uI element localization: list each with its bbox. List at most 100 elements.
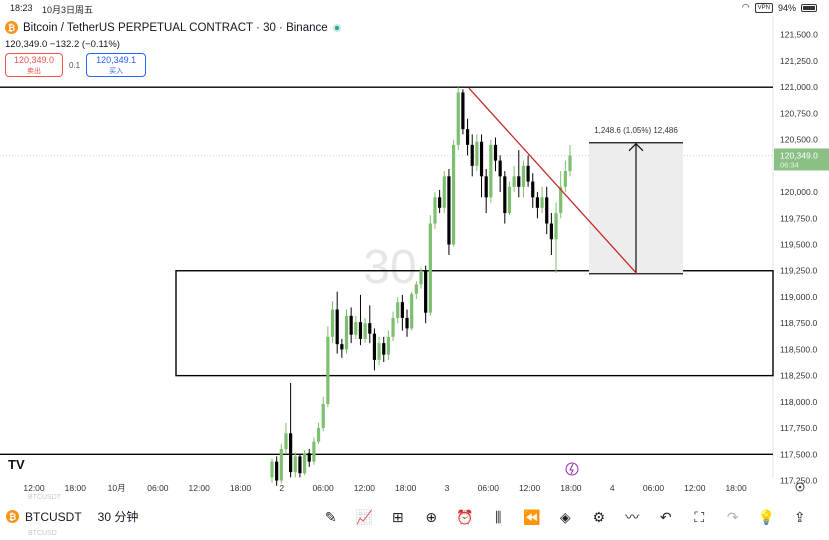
candle-body — [563, 171, 567, 187]
status-bar: 18:23 10月3日周五 ◠ VPN 94% — [0, 0, 829, 16]
indicators-icon[interactable]: 📈 — [355, 508, 373, 525]
object-tree-icon[interactable]: ◈ — [559, 508, 571, 525]
candle-body — [428, 223, 432, 313]
time-tick-label: 18:00 — [230, 483, 252, 493]
wifi-icon: ◠ — [741, 2, 750, 12]
undo-icon[interactable]: ↶ — [659, 508, 672, 525]
candle-body — [326, 336, 330, 404]
candle-body — [386, 336, 391, 355]
candle-body — [489, 144, 493, 198]
candle-body — [298, 456, 302, 474]
price-tick-label: 119,500.0 — [780, 240, 817, 250]
fullscreen-icon[interactable]: ⛶ — [694, 508, 705, 525]
ghost-symbol-bottom: BTCUSD — [28, 530, 57, 537]
time-tick-label: 06:00 — [478, 483, 500, 493]
layouts-icon[interactable]: ⊞ — [391, 508, 404, 525]
price-tick-label: 117,500.0 — [780, 449, 817, 459]
candle-body — [368, 323, 372, 334]
candle-body — [377, 343, 381, 360]
price-tick-label: 121,000.0 — [780, 82, 818, 92]
candle-body — [424, 270, 428, 313]
current-price-label: 120,349.0 — [780, 150, 818, 160]
chart-type-icon[interactable]: ⫼ — [495, 508, 502, 525]
time-tick-label: 18:00 — [560, 483, 582, 493]
candle-body — [451, 144, 456, 245]
sell-button[interactable]: 120,349.0 卖出 — [5, 53, 63, 77]
candle-body — [503, 176, 507, 214]
interval-selector[interactable]: 30 分钟 — [97, 510, 139, 524]
status-time: 18:23 — [10, 3, 33, 13]
price-tick-label: 118,750.0 — [780, 318, 817, 328]
support-zone-rect — [175, 270, 774, 377]
symbol-title: Bitcoin / TetherUS PERPETUAL CONTRACT · … — [23, 21, 328, 34]
candle-body — [549, 223, 553, 240]
price-tick-label: 120,750.0 — [780, 108, 818, 118]
price-tick-label: 117,750.0 — [780, 423, 817, 433]
tradingview-logo: TV — [8, 457, 25, 472]
candle-body — [531, 181, 535, 198]
settings-sliders-icon[interactable]: ⚙ — [592, 508, 606, 525]
add-icon[interactable]: ⊕ — [425, 508, 438, 525]
candle-body — [284, 433, 288, 450]
candle-body — [456, 92, 460, 145]
price-change: 120,349.0 −132.2 (−0.11%) — [5, 39, 120, 50]
candle-body — [302, 453, 307, 474]
trend-icon[interactable]: 〰 — [625, 509, 640, 525]
redo-icon: ↷ — [726, 508, 739, 525]
measure-arrow-head — [628, 142, 644, 152]
candle-body — [279, 449, 283, 481]
candle-body — [321, 403, 325, 429]
time-tick-label: 10月 — [108, 483, 126, 493]
candle-body — [382, 343, 386, 355]
candle-body — [475, 141, 479, 166]
candle-body — [568, 155, 572, 172]
price-tick-label: 121,250.0 — [780, 56, 818, 66]
candle-body — [410, 293, 414, 329]
candle-body — [535, 197, 540, 208]
sell-label: 卖出 — [27, 68, 41, 75]
interval-watermark: 30 — [363, 241, 416, 294]
replay-icon[interactable]: ⏪ — [523, 508, 541, 525]
price-tick-label: 121,500.0 — [780, 30, 818, 40]
axis-settings-icon — [795, 482, 805, 492]
candle-body — [559, 186, 563, 214]
sell-price: 120,349.0 — [13, 55, 55, 65]
candle-body — [372, 333, 377, 360]
candle-body — [484, 176, 488, 198]
candle-body — [419, 270, 423, 285]
bottom-toolbar: ₿ BTCUSDT 30 分钟 ✎ 📈 ⊞ ⊕ ⏰ ⫼ ⏪ ◈ ⚙ 〰 ↶ ⛶ ↷ 💡 ⇪ — [0, 502, 829, 532]
alert-icon[interactable]: ⏰ — [456, 508, 474, 525]
buy-label: 买入 — [109, 68, 124, 75]
symbol-header[interactable]: ₿ Bitcoin / TetherUS PERPETUAL CONTRACT … — [5, 21, 341, 34]
measure-label-bg — [584, 121, 688, 137]
candle-body — [396, 302, 400, 318]
time-tick-label: 12:00 — [23, 483, 45, 493]
time-tick-label: 18:00 — [395, 483, 417, 493]
candle-body — [307, 453, 311, 462]
price-tick-label: 118,500.0 — [780, 344, 817, 354]
bottom-symbol-selector[interactable]: ₿ BTCUSDT 30 分钟 — [6, 508, 138, 525]
ideas-icon[interactable]: 💡 — [757, 508, 775, 525]
price-tick-label: 117,250.0 — [780, 476, 817, 486]
candle-body — [554, 213, 558, 240]
draw-tool-icon[interactable]: ✎ — [324, 508, 337, 525]
candle-body — [358, 322, 363, 339]
price-tick-label: 119,000.0 — [780, 292, 817, 302]
candle-body — [391, 317, 395, 337]
time-tick-label: 12:00 — [189, 483, 211, 493]
candle-body — [540, 197, 544, 208]
candle-body — [545, 197, 549, 224]
buy-button[interactable]: 120,349.1 买入 — [86, 53, 147, 77]
axis-settings-dot — [798, 485, 802, 489]
candle-body — [354, 322, 358, 335]
share-icon[interactable]: ⇪ — [793, 508, 806, 525]
candle-body — [340, 344, 344, 350]
candle-body — [507, 186, 512, 214]
price-tick-label: 119,250.0 — [780, 266, 817, 276]
candle-body — [289, 433, 293, 473]
candle-body — [344, 315, 349, 350]
candle-body — [405, 317, 409, 329]
candle-body — [363, 323, 367, 339]
